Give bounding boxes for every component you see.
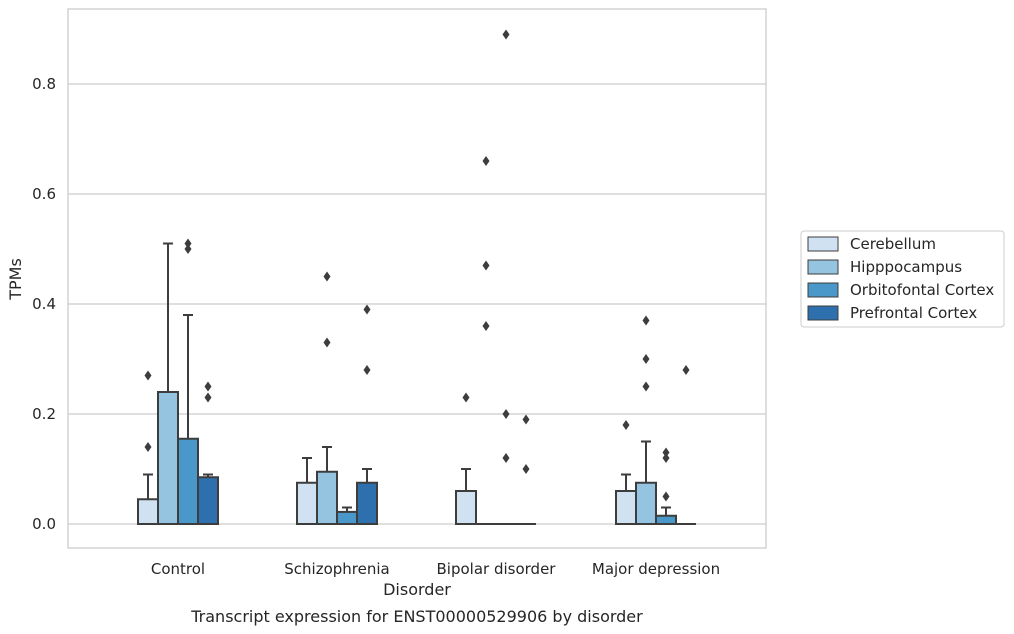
bar (177, 437, 199, 525)
legend-label: Prefrontal Cortex (850, 304, 977, 322)
outlier-point (522, 464, 530, 474)
legend-label: Orbitofontal Cortex (850, 281, 994, 299)
bar (197, 476, 219, 525)
outlier-point (462, 392, 470, 403)
bar (615, 490, 637, 525)
bar (655, 514, 677, 525)
outlier-point (144, 442, 152, 452)
outlier-point (662, 453, 670, 463)
x-tick-label: Major depression (592, 560, 720, 578)
outlier-point (482, 321, 490, 331)
x-tick-labels: Control Schizophrenia Bipolar disorder Majo… (151, 560, 720, 578)
outlier-point (204, 392, 212, 403)
outlier-point (642, 354, 650, 364)
y-tick-label: 0.8 (32, 75, 56, 93)
y-tick-labels: 0.0 0.2 0.4 0.6 0.8 (32, 75, 56, 533)
outlier-point (482, 260, 490, 271)
y-tick-label: 0.6 (32, 185, 56, 203)
figure-caption: Transcript expression for ENST0000052990… (190, 607, 643, 626)
legend-swatch (807, 282, 839, 298)
y-tick-label: 0.0 (32, 515, 56, 533)
error-bars (143, 242, 671, 516)
outlier-point (144, 370, 152, 381)
legend-swatch (807, 259, 839, 275)
y-tick-label: 0.4 (32, 295, 56, 313)
outlier-point (323, 271, 331, 282)
outlier-point (502, 409, 510, 419)
outlier-point (622, 420, 630, 430)
bar (356, 481, 378, 525)
outlier-point (184, 244, 192, 254)
outlier-point (642, 315, 650, 326)
outlier-point (184, 238, 192, 249)
bar (296, 481, 318, 525)
legend-frame (800, 230, 1005, 328)
bars (137, 391, 696, 525)
bar (635, 481, 657, 525)
outlier-point (363, 304, 371, 315)
outlier-point (682, 365, 690, 375)
x-axis-label: Disorder (383, 580, 451, 599)
y-axis-label: TPMs (6, 258, 25, 301)
outlier-point (642, 381, 650, 392)
outlier-point (204, 381, 212, 392)
legend: Cerebellum Hipppocampus Orbitofontal Corte… (800, 230, 1005, 328)
outlier-point (502, 29, 510, 40)
legend-label: Cerebellum (850, 235, 936, 253)
x-tick-label: Schizophrenia (284, 560, 389, 578)
outlier-point (323, 337, 331, 348)
outlier-points (144, 29, 690, 502)
bar (157, 391, 179, 525)
legend-swatch (807, 305, 839, 321)
bar (336, 510, 358, 525)
bar (455, 490, 477, 525)
legend-label: Hipppocampus (850, 258, 962, 276)
outlier-point (363, 365, 371, 375)
x-tick-label: Control (151, 560, 205, 578)
bar (316, 470, 338, 525)
outlier-point (482, 156, 490, 166)
outlier-point (502, 453, 510, 463)
bar (137, 498, 159, 525)
outlier-point (662, 447, 670, 458)
outlier-point (522, 414, 530, 425)
y-tick-label: 0.2 (32, 405, 56, 423)
x-tick-label: Bipolar disorder (437, 560, 557, 578)
outlier-point (662, 491, 670, 502)
plot-frame (67, 8, 767, 549)
legend-swatch (807, 236, 839, 252)
